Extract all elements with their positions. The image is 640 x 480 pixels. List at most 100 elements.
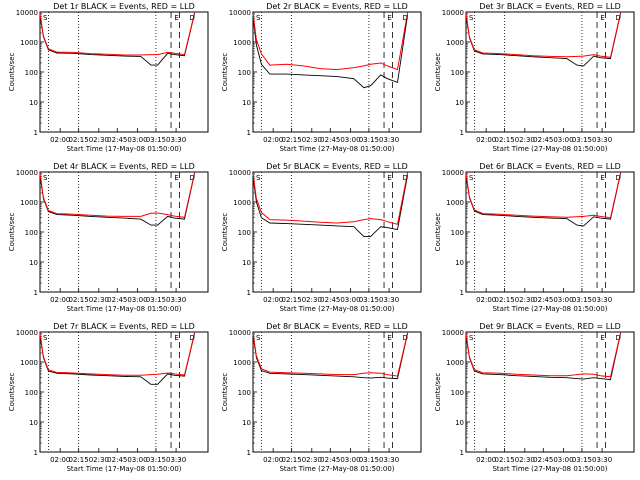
x-axis-label: Start Time (27-May-08 01:50:00) (279, 145, 394, 153)
marker-label: E (387, 174, 391, 182)
y-tick-label: 1 (460, 449, 464, 457)
x-tick-label: 03:15 (572, 456, 592, 464)
y-tick-label: 1000 (233, 39, 251, 47)
marker-label: S (256, 174, 261, 182)
y-tick-label: 1000 (233, 199, 251, 207)
detector-panel-1: Det 1r BLACK = Events, RED = LLD 1 10 100 10… (8, 2, 209, 153)
x-tick-label: 03:00 (553, 136, 573, 144)
marker-label: S (256, 14, 261, 22)
x-tick-label: 02:45 (533, 296, 553, 304)
marker-label: E (600, 174, 604, 182)
detector-panel-5: Det 5r BLACK = Events, RED = LLD 1 10 100 10… (221, 162, 422, 313)
x-tick-label: 03:15 (572, 136, 592, 144)
series-events-line (252, 174, 409, 238)
y-tick-label: 100 (451, 389, 464, 397)
x-tick-label: 02:45 (107, 456, 127, 464)
marker-label: D (403, 174, 408, 182)
x-tick-label: 02:30 (89, 296, 109, 304)
x-tick-label: 02:30 (89, 136, 109, 144)
x-tick-label: 02:15 (69, 136, 89, 144)
x-tick-label: 02:30 (515, 136, 535, 144)
x-tick-label: 03:30 (379, 456, 399, 464)
y-tick-label: 10000 (442, 9, 464, 17)
x-tick-label: 02:15 (495, 136, 515, 144)
series-lld-line (252, 12, 409, 71)
panel-title: Det 5r BLACK = Events, RED = LLD (266, 162, 408, 171)
y-tick-label: 100 (25, 229, 38, 237)
plot-frame (465, 171, 635, 293)
y-tick-label: 100 (25, 69, 38, 77)
y-tick-label: 10 (29, 259, 38, 267)
x-tick-label: 03:00 (127, 456, 147, 464)
x-tick-label: 02:15 (282, 136, 302, 144)
marker-label: E (600, 334, 604, 342)
y-tick-label: 10 (29, 419, 38, 427)
x-tick-label: 02:45 (320, 136, 340, 144)
marker-label: D (403, 14, 408, 22)
marker-label: S (469, 14, 474, 22)
x-tick-label: 03:15 (359, 136, 379, 144)
x-tick-label: 02:45 (533, 136, 553, 144)
x-tick-label: 02:15 (69, 456, 89, 464)
marker-label: E (387, 14, 391, 22)
detector-panel-7: Det 7r BLACK = Events, RED = LLD 1 10 100 10… (8, 322, 209, 473)
x-tick-label: 02:00 (50, 136, 70, 144)
x-axis-label: Start Time (17-May-08 01:50:00) (66, 305, 181, 313)
x-tick-label: 03:30 (166, 296, 186, 304)
y-tick-label: 10000 (16, 329, 38, 337)
x-tick-label: 02:00 (50, 296, 70, 304)
y-tick-label: 1000 (446, 39, 464, 47)
series-lld-line (465, 332, 622, 378)
series-events-line (252, 333, 409, 380)
y-tick-label: 10000 (442, 329, 464, 337)
y-tick-label: 1 (247, 289, 251, 297)
series-events-line (39, 173, 196, 226)
panel-title: Det 8r BLACK = Events, RED = LLD (266, 322, 408, 331)
marker-label: S (469, 174, 474, 182)
marker-label: S (43, 174, 48, 182)
y-axis-label: Counts/sec (8, 213, 16, 252)
x-axis-label: Start Time (27-May-08 01:50:00) (492, 145, 607, 153)
detector-panel-9: Det 9r BLACK = Events, RED = LLD 1 10 100 10… (434, 322, 635, 473)
series-lld-line (39, 332, 196, 376)
series-events-line (39, 13, 196, 66)
series-lld-line (39, 172, 196, 218)
x-tick-label: 03:30 (379, 296, 399, 304)
y-tick-label: 10 (242, 419, 251, 427)
series-lld-line (465, 172, 622, 219)
plot-frame (465, 11, 635, 133)
panel-title: Det 6r BLACK = Events, RED = LLD (479, 162, 621, 171)
x-tick-label: 02:30 (89, 456, 109, 464)
y-tick-label: 100 (238, 229, 251, 237)
y-tick-label: 10000 (16, 169, 38, 177)
panel-title: Det 2r BLACK = Events, RED = LLD (266, 2, 408, 11)
x-tick-label: 03:15 (146, 456, 166, 464)
x-tick-label: 03:30 (592, 296, 612, 304)
detector-panel-8: Det 8r BLACK = Events, RED = LLD 1 10 100 10… (221, 322, 422, 473)
x-tick-label: 02:15 (282, 456, 302, 464)
x-tick-label: 03:30 (592, 456, 612, 464)
x-tick-label: 03:30 (166, 136, 186, 144)
y-tick-label: 100 (451, 229, 464, 237)
y-tick-label: 1 (460, 129, 464, 137)
panel-title: Det 9r BLACK = Events, RED = LLD (479, 322, 621, 331)
y-tick-label: 1000 (20, 39, 38, 47)
x-tick-label: 02:30 (302, 296, 322, 304)
x-axis-label: Start Time (17-May-08 01:50:00) (66, 145, 181, 153)
x-axis-label: Start Time (27-May-08 01:50:00) (492, 465, 607, 473)
x-tick-label: 03:00 (340, 136, 360, 144)
x-axis-label: Start Time (27-May-08 01:50:00) (279, 305, 394, 313)
marker-label: E (174, 174, 178, 182)
x-axis-label: Start Time (17-May-08 01:50:00) (66, 465, 181, 473)
y-axis-label: Counts/sec (8, 53, 16, 92)
x-tick-label: 02:45 (320, 456, 340, 464)
marker-label: D (403, 334, 408, 342)
marker-label: D (616, 174, 621, 182)
plot-frame (252, 331, 422, 453)
x-tick-label: 03:15 (146, 136, 166, 144)
series-lld-line (252, 332, 409, 377)
panel-title: Det 7r BLACK = Events, RED = LLD (53, 322, 195, 331)
y-tick-label: 10 (29, 99, 38, 107)
y-tick-label: 10 (455, 419, 464, 427)
y-tick-label: 1 (34, 449, 38, 457)
